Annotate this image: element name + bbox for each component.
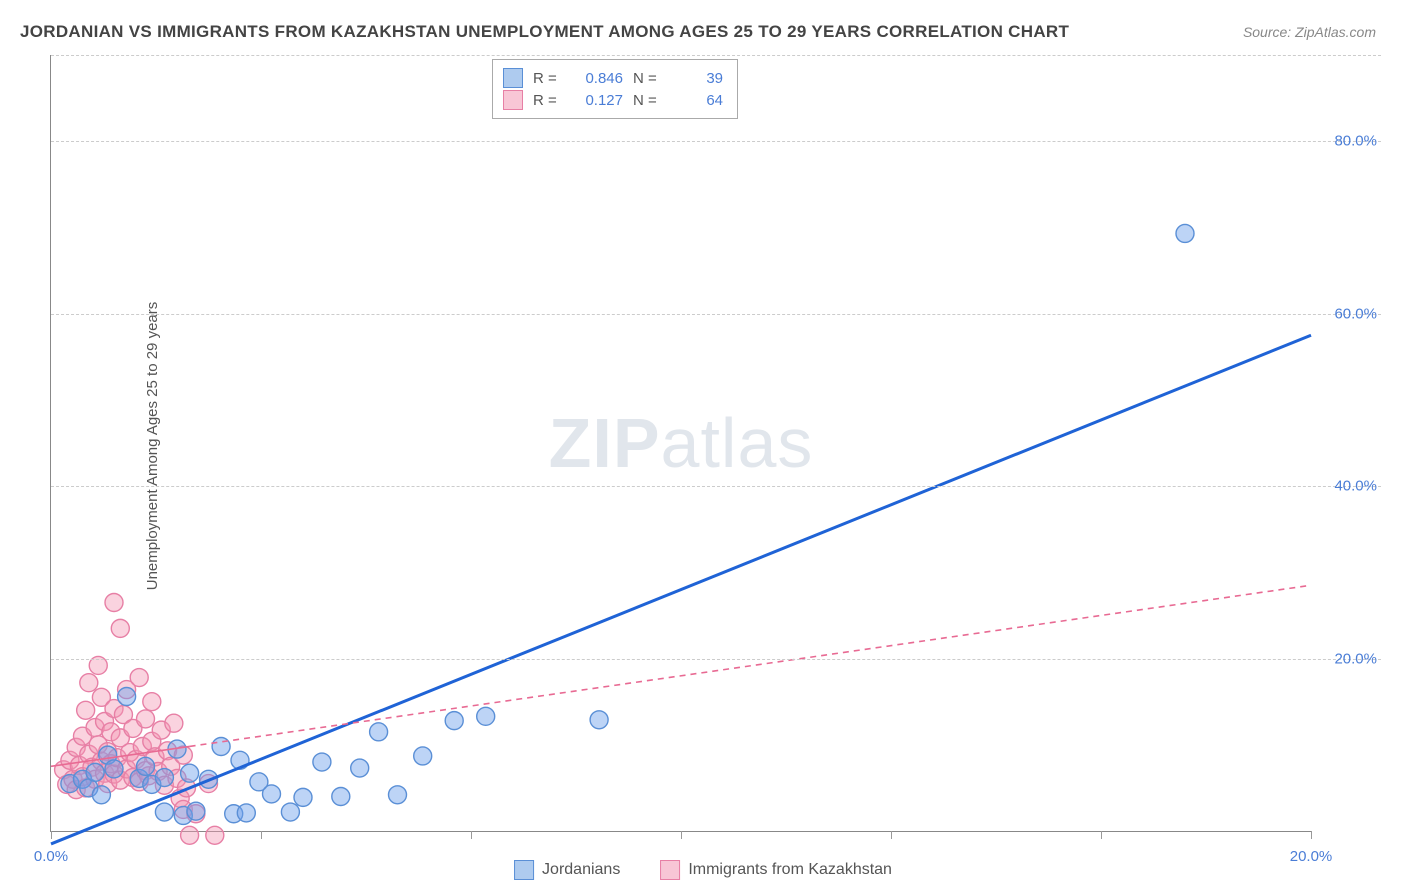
data-point [445, 712, 463, 730]
y-tick-label: 60.0% [1334, 305, 1377, 322]
chart-title: JORDANIAN VS IMMIGRANTS FROM KAZAKHSTAN … [20, 22, 1069, 42]
legend-swatch-b [660, 860, 680, 880]
data-point [263, 785, 281, 803]
legend-label-b: Immigrants from Kazakhstan [688, 861, 892, 879]
regression-line-extrapolated [240, 335, 1311, 767]
data-point [155, 769, 173, 787]
data-point [187, 802, 205, 820]
data-point [332, 788, 350, 806]
data-point [105, 760, 123, 778]
plot-area: ZIPatlas R = 0.846 N = 39 R = 0.127 N = … [50, 55, 1311, 832]
data-point [80, 674, 98, 692]
data-point [313, 753, 331, 771]
data-point [389, 786, 407, 804]
y-tick-label: 40.0% [1334, 478, 1377, 495]
legend-item-a: Jordanians [514, 860, 620, 880]
x-tick-label: 0.0% [34, 848, 68, 865]
legend-item-b: Immigrants from Kazakhstan [660, 860, 892, 880]
data-point [414, 747, 432, 765]
data-point [137, 710, 155, 728]
data-point [155, 803, 173, 821]
y-tick-label: 80.0% [1334, 133, 1377, 150]
x-tick-label: 20.0% [1290, 848, 1333, 865]
data-point [143, 693, 161, 711]
series-legend: Jordanians Immigrants from Kazakhstan [514, 860, 892, 880]
data-point [370, 723, 388, 741]
data-point [351, 759, 369, 777]
data-point [130, 669, 148, 687]
scatter-svg [51, 55, 1311, 831]
correlation-chart: JORDANIAN VS IMMIGRANTS FROM KAZAKHSTAN … [0, 0, 1406, 892]
data-point [477, 707, 495, 725]
regression-line-extrapolated [190, 585, 1311, 746]
data-point [137, 757, 155, 775]
data-point [105, 594, 123, 612]
data-point [92, 786, 110, 804]
data-point [77, 701, 95, 719]
data-point [181, 764, 199, 782]
data-point [111, 619, 129, 637]
data-point [86, 763, 104, 781]
legend-label-a: Jordanians [542, 861, 620, 879]
legend-swatch-a [514, 860, 534, 880]
data-point [294, 788, 312, 806]
data-point [165, 714, 183, 732]
data-point [281, 803, 299, 821]
data-point [181, 826, 199, 844]
y-tick-label: 20.0% [1334, 650, 1377, 667]
data-point [206, 826, 224, 844]
data-point [118, 687, 136, 705]
data-point [1176, 224, 1194, 242]
source-label: Source: ZipAtlas.com [1243, 24, 1376, 40]
data-point [590, 711, 608, 729]
data-point [237, 804, 255, 822]
